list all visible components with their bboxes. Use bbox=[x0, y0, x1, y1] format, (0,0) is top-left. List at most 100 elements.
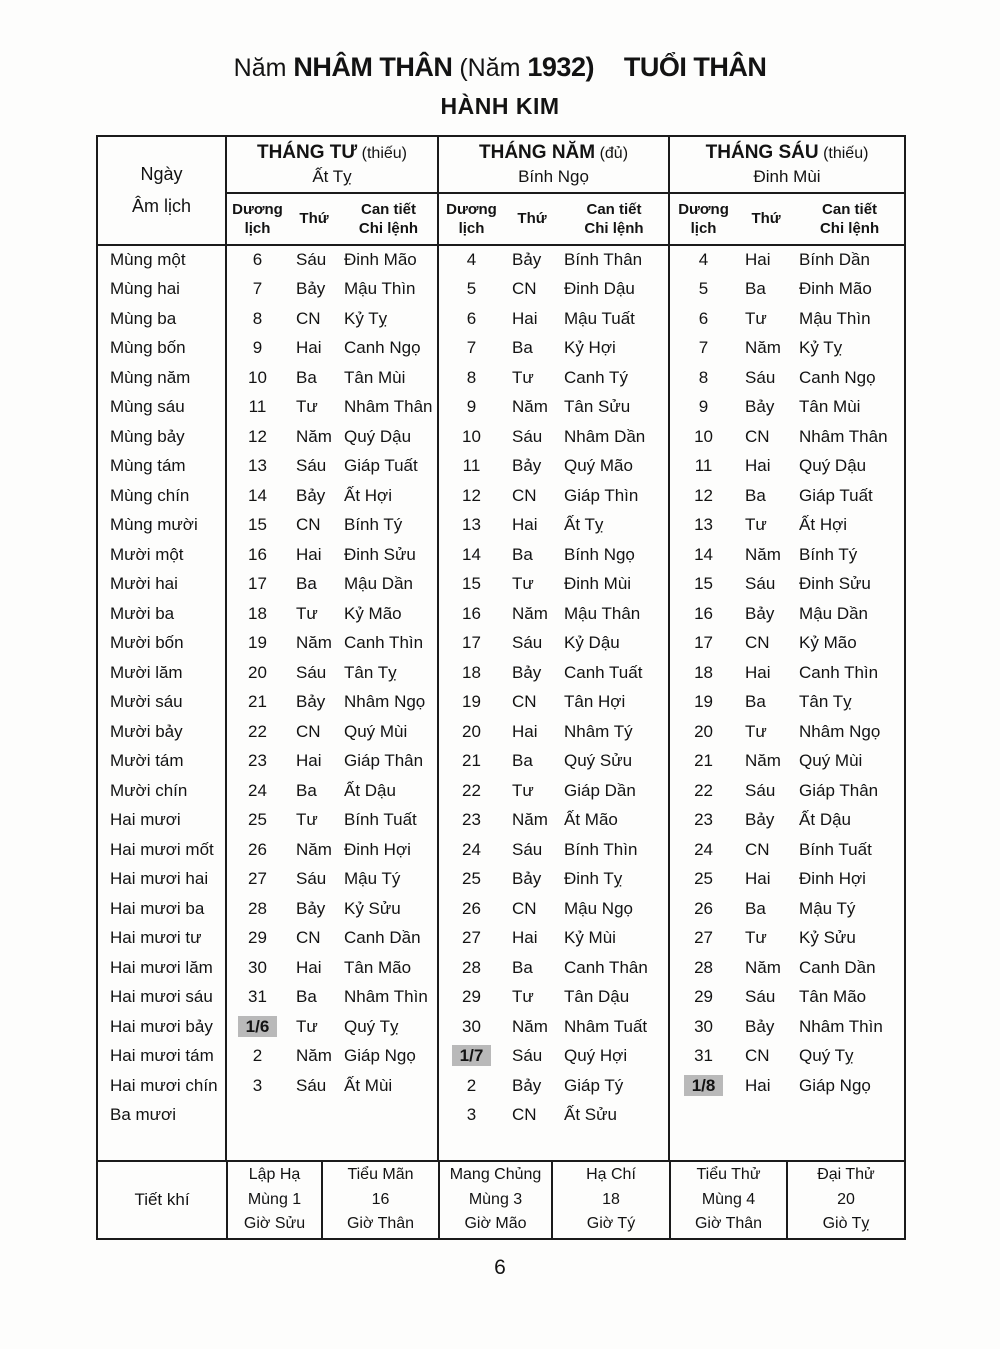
weekday-cell: Bảy bbox=[296, 898, 326, 918]
tiet-khi-day: 18 bbox=[602, 1190, 620, 1208]
weekday-cell: CN bbox=[296, 515, 321, 535]
spacer-cell bbox=[436, 1130, 670, 1160]
can-chi-cell: Giáp Tý bbox=[564, 1075, 624, 1095]
tiet-khi-row: Tiết khí Lập Hạ Mùng 1 Giờ Sửu Tiểu Mãn … bbox=[98, 1160, 904, 1238]
weekday-cell: Năm bbox=[296, 426, 332, 446]
page-title: Năm NHÂM THÂN (Năm 1932) TUỔI THÂN bbox=[0, 52, 1000, 83]
weekday-cell: Bảy bbox=[296, 279, 326, 299]
weekday-cell: Sáu bbox=[512, 633, 543, 653]
weekday-cell: Ba bbox=[512, 544, 533, 564]
month-start-highlight: 1/8 bbox=[683, 1074, 724, 1096]
can-chi-cell: Bính Tuất bbox=[799, 839, 872, 859]
weekday-cell: CN bbox=[512, 898, 537, 918]
lunar-day-label: Hai mươi bảy bbox=[110, 1016, 213, 1036]
weekday-cell: Ba bbox=[296, 367, 317, 387]
lunar-day-label: Mùng bảy bbox=[110, 426, 185, 446]
tiet-khi-name: Lập Hạ bbox=[248, 1166, 301, 1184]
corner-header-lunar-date: Ngày Âm lịch bbox=[98, 137, 226, 246]
can-chi-cell: Quý Tỵ bbox=[344, 1016, 399, 1036]
solar-date-cell: 4 bbox=[437, 245, 504, 275]
subheader-weekday: Thứ bbox=[737, 193, 796, 246]
solar-date-cell: 16 bbox=[225, 540, 288, 570]
lunar-day-label: Hai mươi mốt bbox=[110, 839, 214, 859]
solar-date-cell: 6 bbox=[668, 304, 738, 334]
lunar-day-row: Hai mươi tám 2 Năm Giáp Ngọ 1/7 Sáu Quý Hợi 31 C… bbox=[98, 1041, 904, 1071]
solar-date-cell: 18 bbox=[437, 658, 504, 688]
weekday-cell: Năm bbox=[296, 633, 332, 653]
weekday-cell: Hai bbox=[296, 957, 322, 977]
can-chi-cell: Canh Ngọ bbox=[344, 338, 421, 358]
weekday-cell: Hai bbox=[512, 515, 538, 535]
lunar-day-row: Mùng năm 10 Ba Tân Mùi 8 Tư Canh Tý 8 Sáu Canh Ng… bbox=[98, 363, 904, 393]
can-chi-cell: Mậu Tuất bbox=[564, 308, 635, 328]
can-chi-cell: Canh Tuất bbox=[564, 662, 643, 682]
solar-date-cell: 5 bbox=[668, 274, 738, 304]
weekday-cell: Tư bbox=[296, 810, 318, 830]
tiet-khi-label: Tiết khí bbox=[134, 1190, 190, 1209]
weekday-cell: Ba bbox=[512, 957, 533, 977]
can-chi-cell: Mậu Thân bbox=[564, 603, 641, 623]
weekday-cell: Bảy bbox=[745, 810, 775, 830]
solar-date-cell: 18 bbox=[225, 599, 288, 629]
weekday-cell: Hai bbox=[745, 1075, 771, 1095]
lunar-day-row: Hai mươi tư 29 CN Canh Dần 27 Hai Kỷ Mùi 27 Tư Kỷ… bbox=[98, 923, 904, 953]
tiet-khi-hour: Giò Tỵ bbox=[822, 1215, 870, 1233]
solar-date-cell: 28 bbox=[668, 953, 738, 983]
lunar-day-row: Mùng mười 15 CN Bính Tý 13 Hai Ất Tỵ 13 Tư Ất Hợi bbox=[98, 510, 904, 540]
spacer-cell bbox=[98, 1130, 226, 1160]
weekday-cell: Tư bbox=[296, 603, 318, 623]
solar-date-cell: 9 bbox=[225, 333, 288, 363]
lunar-day-label: Hai mươi tư bbox=[110, 928, 202, 948]
lunar-day-row: Mùng chín 14 Bảy Ất Hợi 12 CN Giáp Thìn 12 Ba Giá… bbox=[98, 481, 904, 511]
lunar-day-label: Mười bốn bbox=[110, 633, 184, 653]
title-age: TUỔI THÂN bbox=[623, 52, 767, 82]
solar-date-cell bbox=[225, 1100, 288, 1130]
lunar-day-label: Hai mươi ba bbox=[110, 898, 205, 918]
page-number: 6 bbox=[494, 1256, 506, 1279]
weekday-cell: Sáu bbox=[745, 367, 776, 387]
can-chi-cell: Bính Ngọ bbox=[564, 544, 635, 564]
lunar-day-row: Mười hai 17 Ba Mậu Dần 15 Tư Đinh Mùi 15 Sáu Đinh… bbox=[98, 569, 904, 599]
lunar-day-row: Mười ba 18 Tư Kỷ Mão 16 Năm Mậu Thân 16 Bảy Mậu D… bbox=[98, 599, 904, 629]
month-start-highlight: 1/6 bbox=[237, 1015, 278, 1037]
weekday-cell: CN bbox=[745, 426, 770, 446]
can-chi-cell: Canh Ngọ bbox=[799, 367, 876, 387]
can-chi-cell bbox=[795, 1101, 904, 1131]
title-prefix: Năm bbox=[233, 54, 287, 82]
solar-date-cell: 20 bbox=[225, 658, 288, 688]
can-chi-cell: Kỷ Dậu bbox=[564, 633, 620, 653]
can-chi-cell: Kỷ Tỵ bbox=[344, 308, 388, 328]
solar-date-cell: 2 bbox=[225, 1041, 288, 1071]
can-chi-cell: Tân Tỵ bbox=[799, 692, 852, 712]
subheader-weekday: Thứ bbox=[504, 193, 560, 246]
solar-date-cell: 26 bbox=[437, 894, 504, 924]
subheader-solar-date: Dương lịch bbox=[225, 193, 288, 246]
solar-date-cell: 14 bbox=[668, 540, 738, 570]
weekday-cell: Ba bbox=[296, 987, 317, 1007]
solar-date-cell: 26 bbox=[668, 894, 738, 924]
solar-date-cell: 24 bbox=[668, 835, 738, 865]
weekday-cell: Ba bbox=[745, 898, 766, 918]
spacer-cell bbox=[668, 1130, 905, 1160]
lunar-day-row: Mùng bảy 12 Năm Quý Dậu 10 Sáu Nhâm Dần 10 CN Nhâ… bbox=[98, 422, 904, 452]
lunar-day-row: Hai mươi ba 28 Bảy Kỷ Sửu 26 CN Mậu Ngọ 26 Ba Mậu… bbox=[98, 894, 904, 924]
weekday-cell: Tư bbox=[745, 721, 767, 741]
solar-date-cell: 13 bbox=[225, 451, 288, 481]
can-chi-cell: Bính Tý bbox=[799, 544, 858, 564]
tiet-khi-entry: Hạ Chí 18 Giờ Tý bbox=[551, 1162, 669, 1238]
can-chi-cell: Nhâm Dần bbox=[564, 426, 646, 446]
weekday-cell: CN bbox=[296, 308, 321, 328]
solar-date-cell: 27 bbox=[437, 923, 504, 953]
can-chi-cell: Tân Hợi bbox=[564, 692, 626, 712]
weekday-cell: Bảy bbox=[296, 692, 326, 712]
subheader-solar-date: Dương lịch bbox=[668, 193, 738, 246]
can-chi-cell: Kỷ Hợi bbox=[564, 338, 616, 358]
can-chi-cell: Mậu Tý bbox=[344, 869, 401, 889]
solar-date-cell: 28 bbox=[437, 953, 504, 983]
can-chi-cell: Nhâm Ngọ bbox=[799, 721, 881, 741]
lunar-day-label: Hai mươi chín bbox=[110, 1075, 218, 1095]
weekday-cell: Bảy bbox=[745, 1016, 775, 1036]
lunar-day-label: Mùng mười bbox=[110, 515, 198, 535]
can-chi-cell: Quý Mùi bbox=[799, 751, 863, 771]
solar-date-cell: 8 bbox=[437, 363, 504, 393]
